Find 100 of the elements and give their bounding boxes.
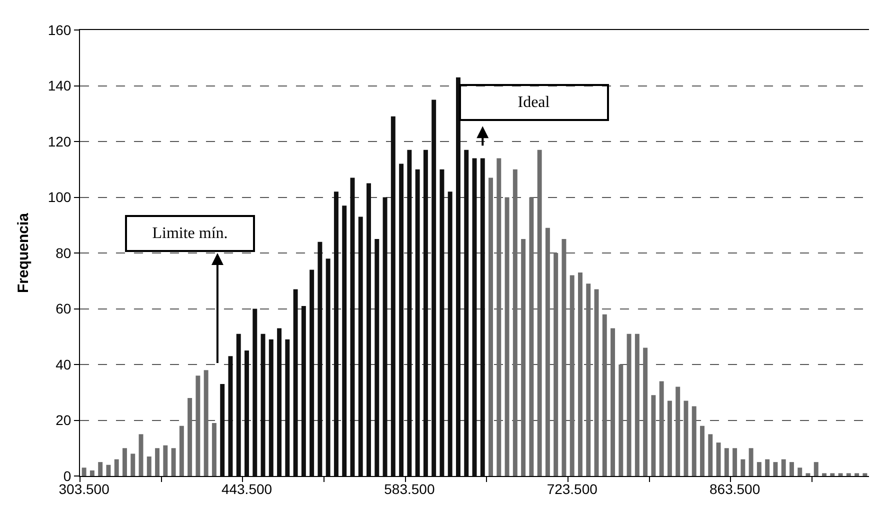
bar bbox=[773, 462, 778, 476]
bar bbox=[146, 456, 152, 476]
bar bbox=[676, 386, 680, 476]
bar bbox=[732, 448, 738, 476]
bar bbox=[554, 253, 558, 476]
y-tick-label: 60 bbox=[56, 300, 72, 317]
bar bbox=[667, 400, 672, 476]
bar bbox=[512, 169, 518, 476]
x-tick-label: 443.500 bbox=[221, 480, 272, 497]
bar bbox=[618, 364, 624, 476]
bar bbox=[399, 164, 404, 476]
y-tick-label: 40 bbox=[56, 356, 72, 372]
bar bbox=[854, 473, 860, 476]
bar bbox=[448, 192, 452, 476]
bar bbox=[740, 459, 746, 476]
bar bbox=[708, 434, 713, 476]
bar bbox=[382, 197, 388, 476]
bar bbox=[798, 468, 802, 476]
bar bbox=[423, 150, 428, 476]
y-tick-label: 160 bbox=[48, 22, 72, 38]
bar bbox=[781, 459, 786, 476]
bar bbox=[138, 434, 144, 476]
bar bbox=[326, 258, 330, 476]
bar bbox=[293, 289, 298, 476]
bar bbox=[301, 306, 306, 476]
bar bbox=[537, 150, 542, 476]
bar bbox=[342, 206, 347, 476]
bar bbox=[277, 328, 282, 476]
bar bbox=[846, 473, 851, 476]
bar bbox=[830, 473, 835, 476]
bar bbox=[171, 448, 176, 476]
bar bbox=[610, 328, 616, 476]
bar bbox=[228, 356, 233, 476]
bar bbox=[464, 150, 469, 476]
bar bbox=[765, 459, 770, 476]
bar bbox=[578, 272, 582, 476]
bar bbox=[570, 275, 574, 476]
bar bbox=[432, 100, 436, 476]
bar bbox=[659, 381, 664, 476]
bar bbox=[220, 384, 225, 476]
bar bbox=[724, 448, 729, 476]
x-tick-label: 863.500 bbox=[709, 480, 760, 497]
bar bbox=[716, 442, 721, 476]
bar bbox=[529, 197, 534, 476]
bar bbox=[806, 473, 810, 476]
annotation: Limite mín. bbox=[152, 225, 228, 242]
bar bbox=[390, 116, 396, 476]
bar bbox=[504, 197, 510, 476]
bar bbox=[188, 398, 192, 476]
bar bbox=[814, 462, 818, 476]
bar bbox=[862, 473, 868, 476]
bar bbox=[196, 376, 200, 476]
bar bbox=[155, 448, 160, 476]
bar bbox=[789, 462, 794, 476]
bar bbox=[268, 339, 274, 476]
bar bbox=[700, 426, 704, 476]
y-axis-title: Frequencia bbox=[15, 212, 32, 294]
bar bbox=[488, 178, 493, 476]
bar bbox=[285, 339, 290, 476]
bar bbox=[334, 192, 338, 476]
x-tick-label: 723.500 bbox=[546, 480, 598, 497]
bar bbox=[212, 423, 216, 476]
y-tick-label: 20 bbox=[56, 412, 72, 428]
bar bbox=[130, 454, 136, 476]
bar bbox=[651, 395, 656, 476]
bar bbox=[545, 228, 550, 476]
bar bbox=[366, 183, 371, 476]
bar bbox=[122, 448, 127, 476]
y-tick-label: 140 bbox=[48, 78, 72, 94]
bar bbox=[626, 334, 632, 476]
bar bbox=[748, 448, 754, 476]
bar bbox=[244, 350, 249, 476]
bar bbox=[480, 158, 485, 476]
bar bbox=[407, 150, 412, 476]
bar bbox=[163, 445, 168, 476]
bar bbox=[521, 239, 526, 476]
bar bbox=[98, 462, 103, 476]
y-tick-label: 100 bbox=[48, 189, 72, 206]
bar bbox=[114, 459, 119, 476]
bar bbox=[756, 462, 762, 476]
bar bbox=[684, 400, 688, 476]
bar bbox=[415, 169, 420, 476]
bar bbox=[562, 239, 566, 476]
bar bbox=[179, 426, 184, 476]
bar bbox=[634, 334, 640, 476]
bar bbox=[236, 334, 241, 476]
bar bbox=[643, 348, 648, 476]
y-tick-label: 80 bbox=[56, 244, 72, 261]
bar bbox=[838, 473, 843, 476]
bar bbox=[822, 473, 826, 476]
bar bbox=[374, 239, 380, 476]
bar bbox=[318, 242, 322, 476]
bar bbox=[456, 77, 460, 476]
x-tick-label: 583.500 bbox=[384, 480, 435, 497]
bar bbox=[358, 216, 363, 476]
bar bbox=[440, 169, 444, 476]
bar bbox=[204, 370, 208, 476]
bar bbox=[90, 470, 94, 476]
bar bbox=[310, 270, 314, 476]
bar bbox=[594, 289, 599, 476]
